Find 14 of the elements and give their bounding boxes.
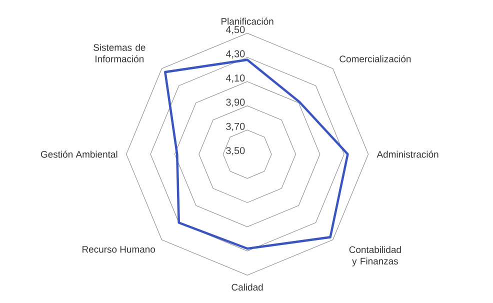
y-tick-label: 4,10	[226, 74, 245, 83]
spoke-label: Recurso Humano	[82, 246, 156, 253]
spoke-label: Planificación	[222, 18, 274, 25]
spoke-label: Sistemas de Información	[94, 44, 146, 62]
y-tick-label: 4,50	[226, 26, 245, 34]
y-tick-label: 3,50	[226, 147, 245, 156]
spoke-label: Contabilidad y Finanzas	[349, 246, 401, 266]
y-tick-label: 3,90	[226, 98, 245, 107]
spoke-label: Gestión Ambiental	[40, 150, 118, 158]
spoke-label: Comercialización	[340, 55, 411, 62]
spoke-label: Calidad	[232, 284, 263, 291]
spoke-label: Administración	[376, 150, 438, 158]
y-tick-label: 3,70	[226, 122, 245, 132]
y-tick-label: 4,30	[226, 50, 245, 59]
